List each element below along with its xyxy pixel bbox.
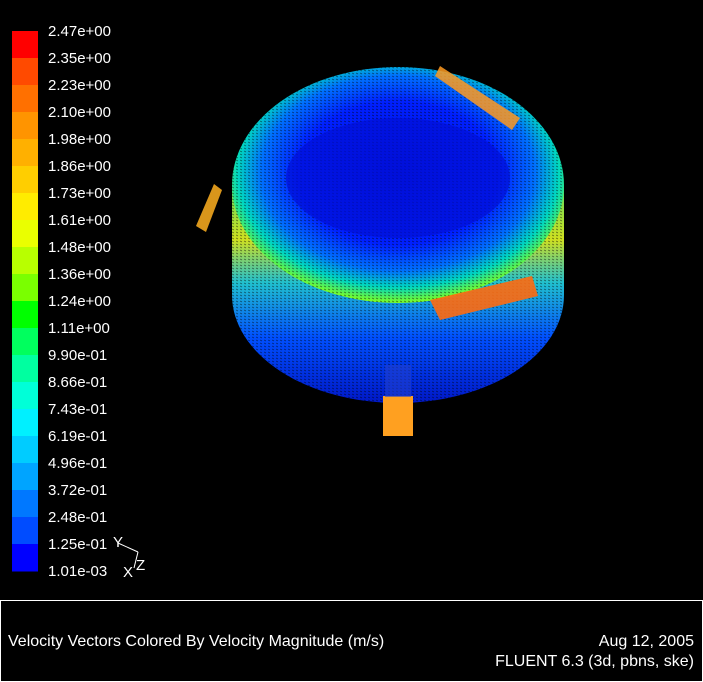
colorbar-label: 1.36e+00 [48,266,111,283]
outlet-pipe [383,396,413,436]
axis-label: Y [113,534,123,551]
inlet-jet [196,184,222,232]
colorbar-label: 4.96e-01 [48,455,107,472]
color-swatch [12,301,38,329]
color-swatch [12,274,38,302]
color-swatch [12,166,38,194]
colorbar-label: 1.48e+00 [48,239,111,256]
color-swatch [12,490,38,518]
core-region [286,118,510,238]
colorbar-label: 1.01e-03 [48,563,107,580]
color-swatch [12,463,38,491]
colorbar-label: 1.86e+00 [48,158,111,175]
colorbar-label: 1.25e-01 [48,536,107,553]
colorbar-label: 1.61e+00 [48,212,111,229]
colorbar-label: 6.19e-01 [48,428,107,445]
colorbar-label: 2.10e+00 [48,104,111,121]
caption-panel [0,600,703,682]
colorbar-label: 9.90e-01 [48,347,107,364]
color-swatch [12,139,38,167]
colorbar-label: 1.98e+00 [48,131,111,148]
color-swatch [12,328,38,356]
colorbar-label: 1.24e+00 [48,293,111,310]
axis-triad: Y Z X [113,534,145,581]
axis-line [133,551,139,569]
caption-software: FLUENT 6.3 (3d, pbns, ske) [495,653,694,670]
color-swatch [12,247,38,275]
inlet-jet [435,66,520,130]
color-swatch [12,517,38,545]
color-swatch [12,58,38,86]
axis-line [117,542,139,553]
colorbar-label: 2.48e-01 [48,509,107,526]
colorbar-label: 2.35e+00 [48,50,111,67]
color-swatch [12,355,38,383]
colorbar-label: 8.66e-01 [48,374,107,391]
color-swatch [12,85,38,113]
color-swatch [12,436,38,464]
caption-date: Aug 12, 2005 [599,633,694,650]
axis-label: X [123,564,133,581]
axis-label: Z [136,557,145,574]
colorbar-label: 1.11e+00 [48,320,110,337]
color-swatch [12,382,38,410]
caption-title: Velocity Vectors Colored By Velocity Mag… [8,633,384,650]
cylinder-visualization [196,66,564,436]
colorbar-label: 2.47e+00 [48,23,111,40]
color-swatch [12,220,38,248]
colorbar: 2.47e+00 2.35e+00 2.23e+00 2.10e+00 1.98e+00… [12,23,111,580]
color-swatch [12,112,38,140]
outlet-pipe-top [385,365,411,397]
color-swatch [12,544,38,572]
color-swatch [12,31,38,59]
color-swatch [12,193,38,221]
inlet-jet [430,276,538,320]
colorbar-label: 2.23e+00 [48,77,111,94]
colorbar-label: 3.72e-01 [48,482,107,499]
color-swatch [12,409,38,437]
colorbar-label: 1.73e+00 [48,185,111,202]
colorbar-label: 7.43e-01 [48,401,107,418]
